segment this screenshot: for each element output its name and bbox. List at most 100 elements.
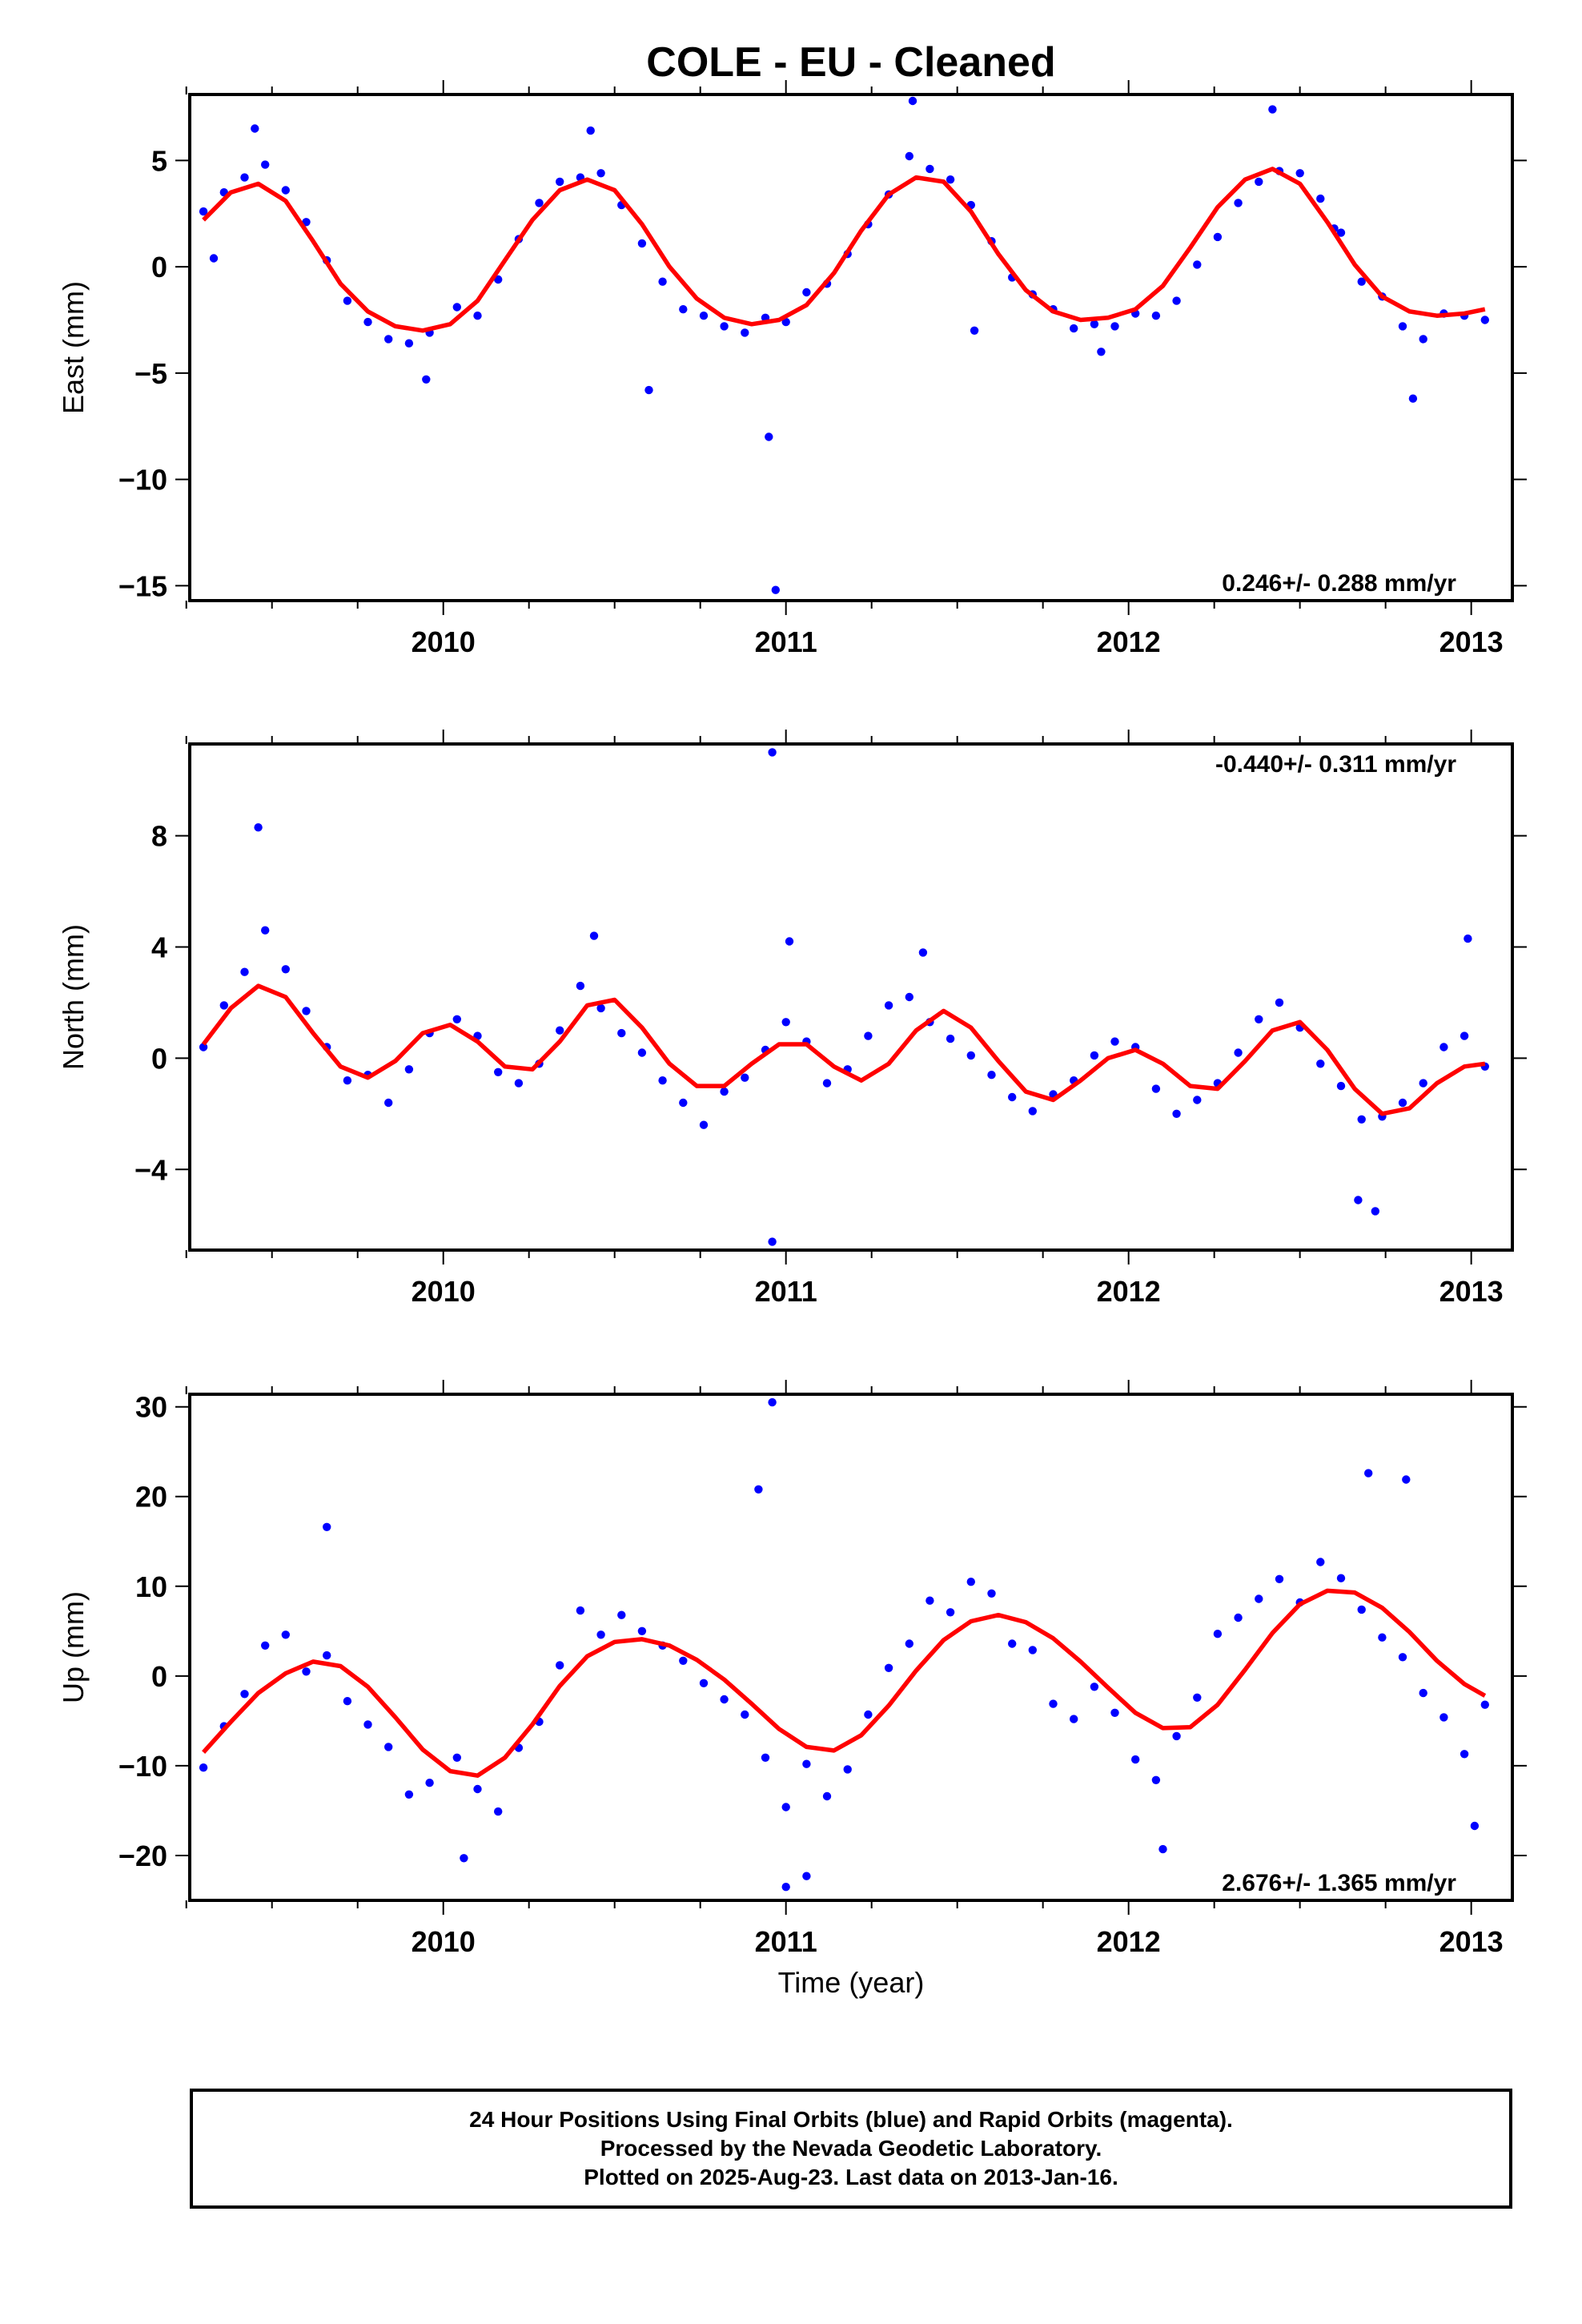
up-data-point <box>926 1596 934 1605</box>
east-frame <box>188 93 1514 602</box>
east-data-point <box>1070 324 1078 333</box>
up-y-tick-label: 20 <box>135 1481 167 1514</box>
east-data-point <box>1336 228 1346 237</box>
north-data-point <box>1193 1096 1202 1104</box>
east-data-point <box>1295 169 1304 178</box>
up-data-point <box>1255 1594 1263 1603</box>
up-data-point <box>1028 1646 1038 1655</box>
up-data-point <box>1213 1630 1223 1638</box>
north-y-tick-label: 4 <box>151 931 167 963</box>
north-data-point <box>240 967 249 976</box>
up-data-point <box>1070 1715 1078 1723</box>
figure-title: COLE - EU - Cleaned <box>646 39 1055 86</box>
up-data-point <box>1357 1605 1366 1614</box>
up-y-axis-label: Up (mm) <box>57 1591 90 1703</box>
north-data-point <box>617 1028 626 1038</box>
up-data-point <box>1090 1683 1099 1691</box>
east-data-point <box>556 177 564 187</box>
up-data-point <box>637 1626 647 1636</box>
up-data-point <box>343 1697 352 1706</box>
up-data-point <box>1275 1574 1284 1584</box>
east-data-point <box>1090 320 1099 328</box>
north-data-point <box>452 1015 461 1024</box>
east-data-point <box>1193 260 1202 269</box>
up-data-point <box>966 1578 976 1586</box>
east-data-point <box>1172 296 1181 305</box>
up-data-point <box>425 1779 434 1787</box>
north-y-tick-label: −4 <box>135 1153 167 1186</box>
east-data-point <box>261 160 270 169</box>
up-data-point <box>768 1397 777 1407</box>
east-data-point <box>343 296 352 305</box>
north-fit-curve <box>201 983 1486 1116</box>
east-data-point <box>946 175 955 184</box>
east-data-point <box>970 326 979 335</box>
north-y-tick-label: 8 <box>151 820 167 853</box>
up-data-point <box>699 1679 709 1687</box>
east-data-point <box>240 173 249 182</box>
north-data-point <box>918 948 928 957</box>
north-data-point <box>741 1073 749 1082</box>
east-data-point <box>1357 277 1366 286</box>
east-data-point <box>596 169 605 178</box>
north-data-point <box>576 981 585 991</box>
east-data-point <box>679 305 688 314</box>
east-data-point <box>535 199 544 207</box>
east-y-tick-label: −5 <box>135 357 167 390</box>
east-data-point <box>199 207 208 216</box>
east-data-point <box>658 277 667 286</box>
up-data-point <box>1398 1653 1407 1662</box>
north-data-point <box>1008 1092 1017 1102</box>
east-data-point <box>1213 232 1223 242</box>
east-data-point <box>1480 316 1490 324</box>
caption-line-2: Processed by the Nevada Geodetic Laborat… <box>600 2136 1102 2161</box>
east-data-point <box>1110 322 1119 331</box>
east-rate-label: 0.246+/- 0.288 mm/yr <box>1222 570 1456 597</box>
north-y-axis-label: North (mm) <box>57 924 90 1070</box>
up-data-point <box>741 1710 749 1719</box>
north-data-point <box>658 1076 667 1085</box>
up-data-point <box>617 1610 626 1619</box>
east-data-point <box>644 385 653 395</box>
east-data-point <box>1255 177 1263 187</box>
north-data-point <box>905 992 914 1002</box>
north-data-point <box>596 1003 605 1013</box>
caption-box: 24 Hour Positions Using Final Orbits (bl… <box>190 2089 1512 2209</box>
north-data-point <box>219 1001 228 1010</box>
east-data-point <box>586 126 595 135</box>
up-data-point <box>404 1790 414 1799</box>
east-data-point <box>802 287 811 297</box>
north-data-point <box>768 748 777 757</box>
up-data-point <box>761 1753 770 1762</box>
up-x-tick-label: 2010 <box>412 1925 476 1958</box>
north-data-point <box>781 1018 790 1027</box>
north-data-point <box>946 1034 955 1043</box>
north-data-point <box>1028 1107 1038 1116</box>
east-data-point <box>251 124 259 133</box>
up-data-point <box>281 1630 290 1639</box>
east-y-tick-label: −10 <box>118 464 167 497</box>
up-data-point <box>1470 1821 1480 1831</box>
north-y-tick-label: 0 <box>151 1042 167 1075</box>
east-data-point <box>404 339 414 348</box>
east-data-point <box>1097 348 1106 356</box>
up-data-point <box>822 1791 832 1801</box>
x-axis-label: Time (year) <box>778 1966 925 1999</box>
east-panel: 2010 2011 2012 2013 −15 −10 −5 0 5 East (mm) 0.246… <box>57 80 1527 658</box>
north-data-point <box>1234 1048 1243 1057</box>
east-data-point <box>452 303 461 312</box>
north-data-point <box>1354 1196 1363 1204</box>
east-data-point <box>699 312 709 320</box>
north-data-point <box>966 1051 976 1060</box>
up-data-point <box>494 1807 503 1816</box>
up-data-point <box>302 1667 311 1676</box>
east-data-point <box>1316 194 1325 203</box>
north-x-tick-label: 2013 <box>1439 1275 1504 1308</box>
north-data-point <box>1151 1084 1161 1093</box>
north-data-point <box>987 1071 996 1080</box>
north-data-point <box>1172 1109 1181 1119</box>
up-data-point <box>452 1753 461 1762</box>
up-data-point <box>1193 1693 1202 1702</box>
north-data-point <box>514 1079 524 1088</box>
